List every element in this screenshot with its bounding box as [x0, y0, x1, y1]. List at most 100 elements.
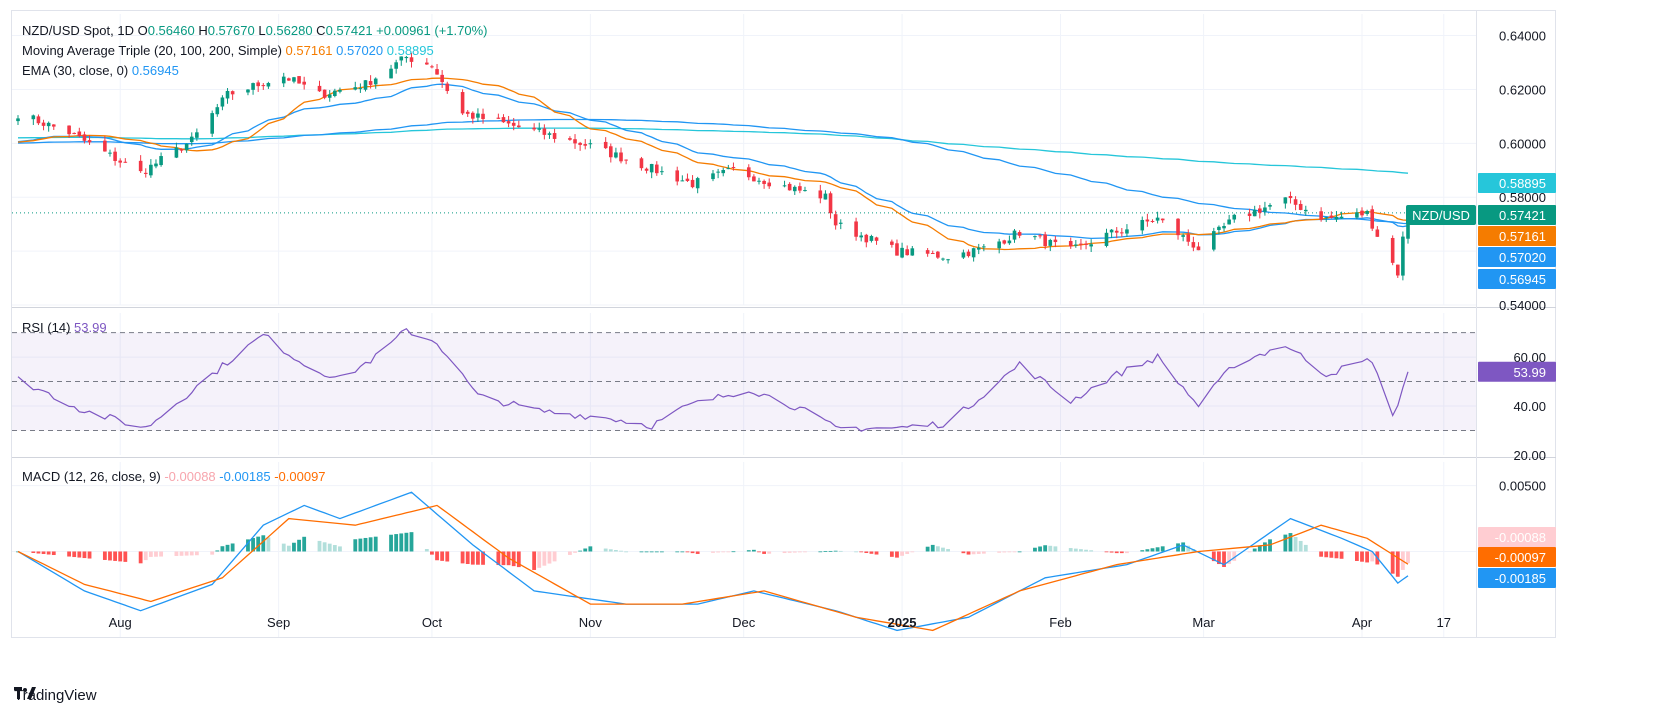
sma20-tag: 0.57161 — [1478, 226, 1556, 246]
candle-body — [1017, 232, 1022, 236]
macd-histogram-bar — [215, 550, 220, 552]
candle-body — [685, 178, 690, 181]
candle-body — [1360, 210, 1364, 216]
macd-histogram-bar — [935, 546, 940, 552]
macd-histogram-bar — [1145, 549, 1150, 552]
candle-body — [1288, 196, 1293, 199]
candle-body — [532, 127, 536, 130]
macd-histogram-bar — [603, 548, 608, 552]
tradingview-logo-icon — [14, 687, 36, 699]
candle-body — [496, 117, 501, 119]
candle-body — [1140, 219, 1145, 231]
macd-histogram-bar — [102, 551, 107, 560]
macd-histogram-bar — [961, 551, 966, 554]
candle-body — [614, 152, 618, 158]
macd-histogram-bar — [1263, 542, 1267, 552]
macd-histogram-bar — [997, 551, 1002, 553]
axis-layer: 0.64000 0.62000 0.60000 0.58000 0.54000 0.588… — [109, 29, 1556, 630]
candle-body — [118, 160, 123, 163]
candle-body — [711, 173, 715, 180]
candle-body — [517, 125, 521, 128]
macd-histogram-bar — [210, 551, 215, 555]
candle-body — [930, 253, 935, 255]
macd-histogram-bar — [905, 551, 910, 554]
macd-histogram-bar — [31, 551, 36, 553]
candle-body — [1247, 213, 1252, 216]
sma200-tag-bg — [1478, 173, 1556, 193]
macd-histogram-bar — [726, 551, 731, 553]
main-legend-part: +0.00961 (+1.70%) — [376, 23, 487, 38]
macd-signal-tag: -0.00097 — [1478, 547, 1556, 567]
candle-body — [1053, 239, 1058, 243]
candle-body — [287, 78, 291, 81]
candle-body — [1007, 240, 1012, 244]
macd-histogram-bar — [1360, 551, 1364, 562]
candle-body — [1334, 216, 1339, 220]
candle-body — [752, 176, 756, 182]
macd-histogram-bar — [828, 550, 833, 552]
candle-body — [460, 92, 465, 114]
macd-histogram-bar — [404, 532, 409, 552]
candle-body — [143, 172, 148, 174]
candle-body — [716, 171, 720, 173]
main-legend-part: 0.56280 — [266, 23, 317, 38]
macd-histogram-bar — [1125, 551, 1129, 554]
macd-histogram-bar — [194, 551, 199, 556]
macd-histogram-bar — [1155, 547, 1160, 552]
macd-hist-tag-bg — [1478, 527, 1556, 547]
macd-histogram-bar — [976, 551, 981, 554]
macd-histogram-bar — [823, 551, 828, 552]
tradingview-logo[interactable]: TradingView — [14, 687, 97, 704]
candle-body — [108, 152, 112, 154]
candle-body — [159, 156, 163, 166]
sma100-tag: 0.57020 — [1478, 247, 1556, 267]
candle-body — [476, 113, 480, 118]
macd-histogram-bar — [281, 543, 286, 552]
macd-histogram-bar — [639, 551, 644, 553]
candle-body — [1145, 219, 1150, 222]
macd-histogram-bar — [460, 551, 465, 564]
macd-histogram-bar — [1033, 547, 1037, 552]
macd-histogram-bar — [833, 550, 838, 552]
candle-body — [1191, 242, 1196, 248]
macd-histogram-bar — [67, 551, 72, 557]
macd-histogram-bar — [481, 551, 485, 565]
candle-body — [946, 259, 950, 261]
candle-body — [215, 107, 220, 115]
candle-body — [823, 193, 828, 200]
candle-body — [77, 131, 82, 136]
candle-body — [803, 190, 807, 192]
macd-histogram-bar — [1186, 545, 1191, 552]
macd-histogram-bar — [1119, 551, 1124, 554]
macd-histogram-bar — [230, 543, 235, 552]
macd-histogram-bar — [1048, 545, 1053, 552]
macd-histogram-bar — [649, 551, 654, 553]
candle-body — [425, 62, 429, 65]
main-legend-part: L — [258, 23, 265, 38]
candle-body — [435, 69, 439, 75]
candle-body — [1181, 235, 1185, 237]
candle-body — [578, 142, 582, 145]
macd-histogram-bar — [946, 549, 950, 552]
main-legend: NZD/USD Spot, 1D O0.56460 H0.57670 L0.56… — [22, 23, 487, 38]
macd-histogram-bar — [1257, 545, 1262, 552]
macd-histogram-bar — [1339, 551, 1344, 559]
candle-body — [874, 237, 879, 241]
candle-body — [1355, 212, 1359, 218]
sma20-line — [17, 77, 1409, 251]
macd-histogram-bar — [1334, 551, 1339, 559]
macd-histogram-bar — [803, 551, 807, 553]
macd-histogram-bar — [797, 551, 802, 553]
rsi-line — [17, 327, 1409, 432]
candle-body — [363, 80, 368, 90]
candle-body — [1339, 216, 1344, 219]
candle-body — [746, 167, 751, 178]
candle-body — [67, 125, 71, 135]
candle-body — [1232, 214, 1237, 220]
grid-layer — [11, 10, 1556, 638]
candle-body — [936, 251, 940, 258]
candle-body — [976, 247, 981, 250]
macd-histogram-bar — [1114, 551, 1119, 554]
candle-body — [1222, 225, 1226, 229]
macd-line-tag-bg — [1478, 568, 1556, 588]
